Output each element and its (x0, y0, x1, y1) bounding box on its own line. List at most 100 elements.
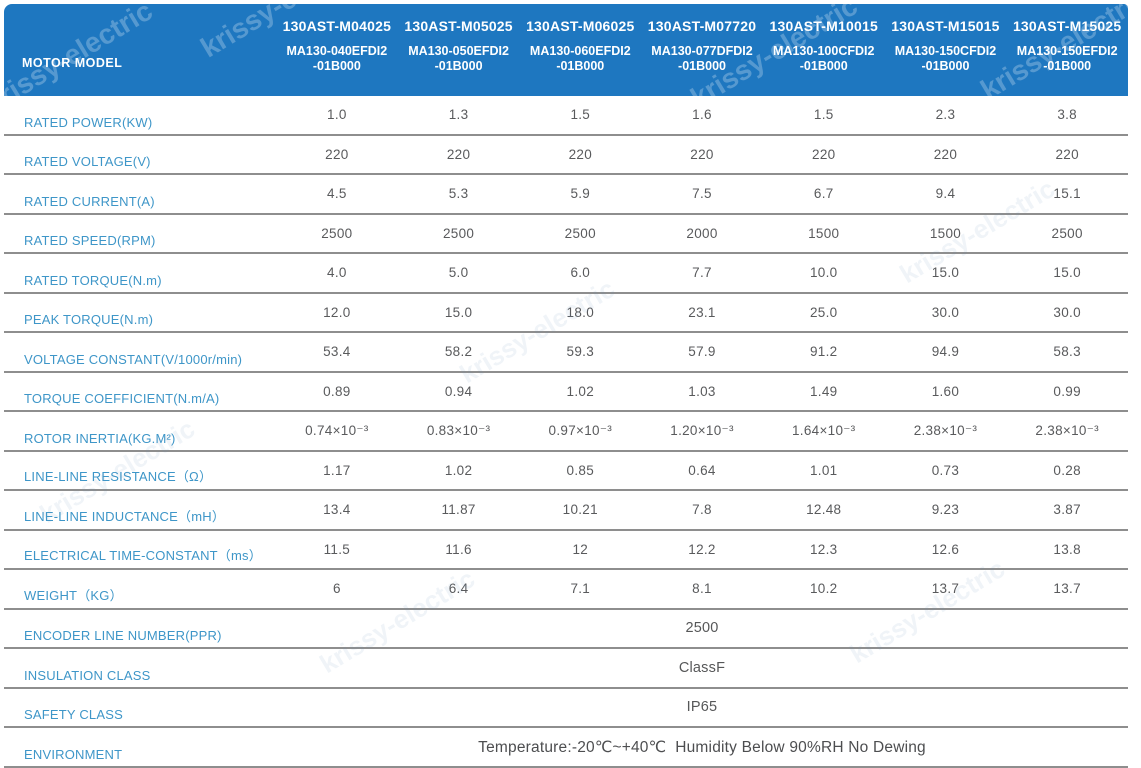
header-column-6: 130AST-M15025 MA130-150EFDI2 -01B000 (1006, 4, 1128, 96)
spec-value: 13.4 (323, 502, 351, 518)
spec-value: 58.3 (1053, 344, 1081, 360)
row-label: ENVIRONMENT (24, 746, 123, 762)
spec-value: 15.1 (1053, 186, 1081, 202)
spec-value: 9.23 (931, 502, 960, 518)
row-label: RATED CURRENT(A) (24, 193, 155, 209)
model-subname: MA130-150CFDI2 -01B000 (894, 44, 997, 73)
spec-value: 7.1 (570, 581, 591, 597)
header-column-2: 130AST-M06025 MA130-060EFDI2 -01B000 (519, 4, 641, 96)
table-row-rated-torque: RATED TORQUE(N.m) 4.0 5.0 6.0 7.7 10.0 15.0 15.… (4, 254, 1128, 294)
row-label: VOLTAGE CONSTANT(V/1000r/min) (24, 351, 243, 367)
spec-value: 57.9 (688, 344, 716, 360)
spec-value: 11.6 (445, 541, 472, 557)
spec-value: 1500 (929, 225, 962, 241)
table-row-rated-voltage: RATED VOLTAGE(V) 220 220 220 220 220 220 220 (4, 136, 1128, 176)
spec-value: 12.6 (931, 541, 960, 557)
spec-value: 4.0 (327, 265, 347, 281)
spec-value: 18.0 (566, 304, 595, 320)
spec-value: 58.2 (444, 344, 473, 360)
model-subname: MA130-060EFDI2 -01B000 (529, 44, 631, 73)
spec-value: 3.8 (1057, 107, 1077, 123)
spec-value: 4.5 (327, 186, 347, 202)
header-column-1: 130AST-M05025 MA130-050EFDI2 -01B000 (398, 4, 520, 96)
row-label: RATED VOLTAGE(V) (24, 154, 151, 170)
spec-value: 0.74×10⁻³ (305, 422, 369, 438)
spec-value: 1.5 (813, 107, 834, 123)
table-row-line-inductance: LINE-LINE INDUCTANCE（mH） 13.4 11.87 10.21 7.… (4, 491, 1128, 531)
spec-value: 1.20×10⁻³ (670, 422, 734, 438)
table-row-weight: WEIGHT（KG） 6 6.4 7.1 8.1 10.2 13.7 13.7 (4, 570, 1128, 610)
spec-value: 5.0 (448, 265, 469, 281)
row-label: ROTOR INERTIA(KG.M²) (24, 430, 176, 446)
spec-value: 0.28 (1053, 462, 1081, 478)
spec-value: 10.21 (562, 502, 598, 518)
spec-value: 1.03 (688, 383, 716, 399)
row-label: ELECTRICAL TIME-CONSTANT（ms） (24, 548, 262, 564)
model-name: 130AST-M15015 (891, 18, 1000, 34)
spec-value-merged: ClassF (678, 659, 726, 676)
row-label: RATED SPEED(RPM) (24, 233, 156, 249)
spec-value: 0.73 (931, 462, 960, 478)
spec-value: 220 (933, 146, 958, 162)
table-row-voltage-constant: VOLTAGE CONSTANT(V/1000r/min) 53.4 58.2 59.… (4, 333, 1128, 373)
table-header: MOTOR MODEL 130AST-M04025 MA130-040EFDI2… (4, 4, 1128, 96)
spec-value: 5.3 (448, 186, 469, 202)
spec-value: 2.3 (935, 107, 956, 123)
model-subname: MA130-077DFDI2 -01B000 (651, 44, 753, 73)
row-label: INSULATION CLASS (24, 667, 151, 683)
header-column-0: 130AST-M04025 MA130-040EFDI2 -01B000 (276, 4, 398, 96)
spec-value: 1.64×10⁻³ (791, 422, 856, 438)
spec-value: 13.7 (1053, 581, 1081, 597)
model-name: 130AST-M06025 (526, 18, 635, 34)
spec-value: 6 (332, 581, 341, 597)
spec-value: 30.0 (1053, 304, 1081, 320)
row-label: LINE-LINE RESISTANCE（Ω） (24, 469, 213, 485)
spec-value: 1.6 (692, 107, 712, 123)
spec-value: 220 (446, 146, 471, 162)
spec-value: 15.0 (931, 265, 960, 281)
row-label: RATED POWER(KW) (24, 114, 153, 130)
spec-value: 7.5 (692, 186, 712, 202)
model-subname: MA130-040EFDI2 -01B000 (286, 44, 388, 73)
model-name: 130AST-M05025 (404, 18, 513, 34)
spec-value: 2500 (442, 225, 475, 241)
spec-value: 2000 (686, 225, 718, 241)
spec-value: 30.0 (931, 304, 960, 320)
spec-value: 10.2 (809, 581, 838, 597)
table-row-rated-power: RATED POWER(KW) 1.0 1.3 1.5 1.6 1.5 2.3 3.8 (4, 96, 1128, 136)
table-row-safety-class: SAFETY CLASS IP65 (4, 689, 1128, 729)
spec-value: 2500 (321, 225, 353, 241)
spec-value: 6.0 (570, 265, 591, 281)
spec-value: 0.94 (444, 383, 473, 399)
spec-value: 11.5 (323, 541, 351, 557)
spec-value: 10.0 (809, 265, 838, 281)
spec-value: 220 (325, 146, 349, 162)
spec-value: 1.02 (566, 383, 595, 399)
spec-value: 12.3 (809, 541, 838, 557)
spec-value: 2500 (564, 225, 596, 241)
spec-sheet: MOTOR MODEL 130AST-M04025 MA130-040EFDI2… (4, 0, 1128, 768)
spec-value: 53.4 (323, 344, 351, 360)
spec-value: 13.7 (931, 581, 960, 597)
row-label: RATED TORQUE(N.m) (24, 272, 162, 288)
model-name: 130AST-M07720 (647, 18, 757, 34)
spec-value: 0.99 (1053, 383, 1081, 399)
spec-value: 7.7 (692, 265, 712, 281)
model-name: 130AST-M10015 (769, 18, 878, 34)
spec-value: 2500 (1051, 225, 1083, 241)
spec-value: 13.8 (1053, 541, 1081, 557)
row-label: TORQUE COEFFICIENT(N.m/A) (24, 391, 220, 407)
spec-value: 2.38×10⁻³ (1035, 422, 1099, 438)
header-column-3: 130AST-M07720 MA130-077DFDI2 -01B000 (641, 4, 763, 96)
spec-value-merged: Temperature:-20℃~+40℃ Humidity Below 90%… (478, 738, 926, 756)
spec-value: 11.87 (441, 502, 476, 518)
spec-value: 6.4 (448, 581, 469, 597)
table-row-torque-coefficient: TORQUE COEFFICIENT(N.m/A) 0.89 0.94 1.02 1.0… (4, 373, 1128, 413)
spec-value: 12 (572, 541, 589, 557)
spec-value: 12.48 (806, 502, 842, 518)
spec-value: 6.7 (813, 186, 834, 202)
spec-value: 1.60 (931, 383, 960, 399)
model-subname: MA130-150EFDI2 -01B000 (1016, 44, 1118, 73)
spec-value: 0.83×10⁻³ (426, 422, 491, 438)
spec-value: 25.0 (809, 304, 838, 320)
